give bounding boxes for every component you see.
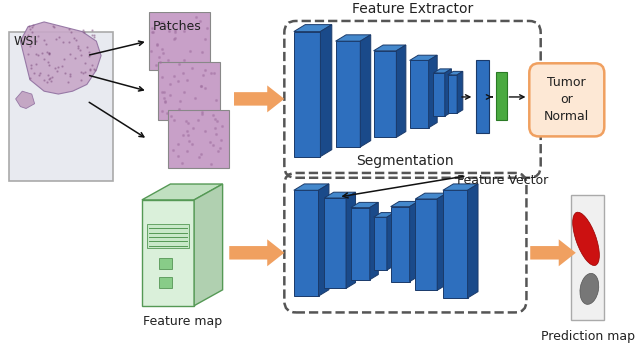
Polygon shape [433, 69, 451, 73]
FancyBboxPatch shape [168, 111, 229, 168]
Polygon shape [443, 190, 468, 298]
Polygon shape [294, 190, 319, 296]
Text: Feature Vector: Feature Vector [457, 174, 548, 187]
Polygon shape [410, 202, 418, 282]
Polygon shape [387, 213, 394, 270]
Polygon shape [324, 198, 346, 288]
Polygon shape [294, 24, 332, 32]
FancyBboxPatch shape [147, 224, 189, 248]
Text: Segmentation: Segmentation [356, 154, 454, 168]
Polygon shape [410, 55, 437, 60]
Text: Feature Extractor: Feature Extractor [352, 2, 473, 16]
Polygon shape [415, 193, 447, 199]
Polygon shape [447, 75, 457, 113]
Polygon shape [445, 69, 451, 116]
Polygon shape [15, 91, 35, 108]
Polygon shape [447, 71, 463, 75]
FancyBboxPatch shape [571, 195, 604, 320]
Polygon shape [346, 192, 356, 288]
Polygon shape [335, 35, 371, 41]
Ellipse shape [580, 273, 599, 304]
Polygon shape [234, 85, 284, 112]
FancyBboxPatch shape [159, 258, 172, 269]
Polygon shape [294, 184, 329, 190]
Polygon shape [194, 184, 223, 306]
FancyBboxPatch shape [158, 62, 220, 120]
Text: WSI: WSI [13, 35, 38, 48]
Polygon shape [390, 207, 410, 282]
Polygon shape [321, 24, 332, 157]
Polygon shape [360, 35, 371, 147]
Polygon shape [531, 239, 576, 266]
Polygon shape [370, 202, 378, 280]
FancyBboxPatch shape [529, 63, 604, 136]
FancyBboxPatch shape [496, 72, 506, 120]
Text: Tumor
or
Normal: Tumor or Normal [544, 76, 589, 123]
Polygon shape [374, 217, 387, 270]
Polygon shape [443, 184, 478, 190]
Polygon shape [390, 202, 418, 207]
Polygon shape [351, 208, 370, 280]
Polygon shape [142, 184, 223, 200]
Polygon shape [457, 71, 463, 113]
Polygon shape [429, 55, 437, 128]
Polygon shape [410, 60, 429, 128]
Polygon shape [396, 45, 406, 138]
Text: Feature map: Feature map [143, 315, 222, 328]
Polygon shape [433, 73, 445, 116]
Polygon shape [319, 184, 329, 296]
FancyBboxPatch shape [476, 60, 490, 132]
FancyBboxPatch shape [148, 12, 211, 70]
Polygon shape [351, 202, 378, 208]
Text: Patches: Patches [153, 20, 202, 33]
Polygon shape [374, 51, 396, 138]
Polygon shape [335, 41, 360, 147]
Polygon shape [324, 192, 356, 198]
Polygon shape [374, 213, 394, 217]
Polygon shape [437, 193, 447, 290]
Polygon shape [374, 45, 406, 51]
FancyBboxPatch shape [9, 32, 113, 181]
Polygon shape [142, 200, 194, 306]
Polygon shape [468, 184, 478, 298]
Polygon shape [20, 22, 101, 94]
Text: Prediction map: Prediction map [541, 330, 635, 343]
Ellipse shape [573, 212, 600, 266]
Polygon shape [294, 32, 321, 157]
Polygon shape [415, 199, 437, 290]
Polygon shape [229, 239, 284, 266]
FancyBboxPatch shape [159, 277, 172, 288]
